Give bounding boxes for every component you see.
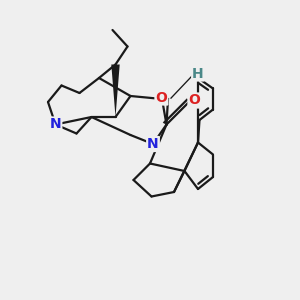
Text: O: O xyxy=(188,94,200,107)
Text: N: N xyxy=(50,118,61,131)
Text: N: N xyxy=(147,137,159,151)
Polygon shape xyxy=(111,64,120,117)
Text: H: H xyxy=(192,67,204,80)
Text: O: O xyxy=(155,91,167,104)
